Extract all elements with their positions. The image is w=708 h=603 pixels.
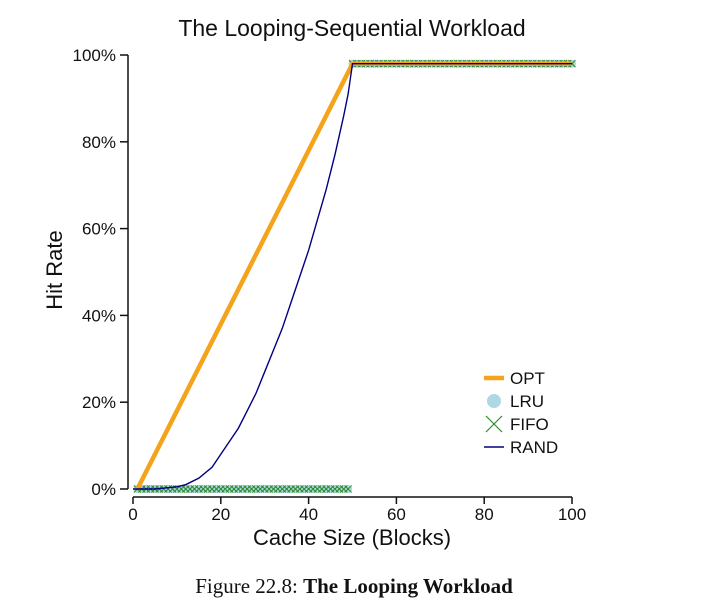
plot-area: [133, 59, 576, 493]
legend-label-lru: LRU: [510, 392, 544, 411]
figure-title: The Looping Workload: [303, 574, 513, 598]
y-tick-label-0: 0%: [91, 480, 116, 499]
legend-item-fifo: FIFO: [485, 415, 549, 434]
series-fifo: [133, 59, 576, 493]
x-tick-label-100: 100: [558, 505, 586, 524]
y-axis-ticks: 0% 20% 40% 60% 80% 100%: [73, 46, 128, 499]
legend: OPT LRU FIFO RAND: [484, 369, 558, 457]
y-axis-label: Hit Rate: [42, 230, 67, 309]
chart-title: The Looping-Sequential Workload: [178, 15, 525, 41]
legend-label-opt: OPT: [510, 369, 545, 388]
y-tick-label-100: 100%: [73, 46, 116, 65]
y-tick-label-60: 60%: [82, 220, 116, 239]
legend-label-fifo: FIFO: [510, 415, 549, 434]
x-axis-label: Cache Size (Blocks): [253, 525, 451, 550]
legend-item-rand: RAND: [484, 438, 558, 457]
y-tick-label-40: 40%: [82, 306, 116, 325]
fifo-point-48: [344, 485, 352, 493]
x-tick-label-60: 60: [387, 505, 406, 524]
legend-label-rand: RAND: [510, 438, 558, 457]
x-tick-label-40: 40: [299, 505, 318, 524]
x-tick-label-80: 80: [475, 505, 494, 524]
figure-label: Figure 22.8:: [195, 574, 298, 598]
x-tick-label-0: 0: [128, 505, 137, 524]
x-axis-ticks: 0 20 40 60 80 100: [128, 497, 586, 524]
series-opt-line: [135, 61, 572, 491]
figure-caption: Figure 22.8: The Looping Workload: [0, 574, 708, 599]
series-rand-line: [133, 62, 572, 490]
legend-item-opt: OPT: [484, 369, 545, 388]
legend-item-lru: LRU: [487, 392, 544, 411]
x-tick-label-20: 20: [211, 505, 230, 524]
y-tick-label-80: 80%: [82, 133, 116, 152]
looping-workload-chart: The Looping-Sequential Workload 0% 20% 40%…: [42, 15, 586, 550]
y-tick-label-20: 20%: [82, 393, 116, 412]
